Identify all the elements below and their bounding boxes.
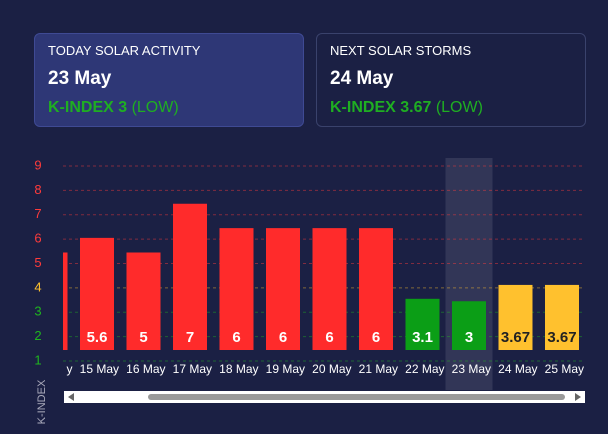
bar: [359, 228, 393, 350]
scroll-left[interactable]: [68, 393, 74, 401]
x-tick-label: 24 May: [498, 362, 537, 376]
x-tick-label: y: [67, 362, 73, 376]
bar: [312, 228, 347, 350]
y-tick-label: 3: [34, 304, 41, 319]
x-tick-label: 25 May: [545, 362, 584, 376]
bar: [173, 203, 207, 350]
value-label: 6: [232, 329, 240, 346]
value-label: 5.6: [87, 329, 108, 346]
bar: [80, 237, 114, 350]
x-tick-label: 20 May: [312, 362, 351, 376]
value-label: 6: [325, 329, 333, 346]
card-date: 23 May: [48, 68, 112, 89]
x-tick-label: 18 May: [219, 362, 258, 376]
card-index: K-INDEX 3 (LOW): [48, 99, 290, 117]
y-tick-label: 5: [34, 255, 41, 270]
value-label: 3.67: [501, 329, 530, 346]
k-index: K-INDEX 3.67: [330, 99, 432, 116]
x-tick-label: 21 May: [359, 362, 398, 376]
value-label: 3: [465, 329, 473, 346]
y-tick-label: 7: [34, 206, 41, 221]
plot-area: 5 y 5.6 15 May 5 16 May 7 17 May 6 18 May 6 19 May 6…: [46, 203, 584, 376]
k-level: (LOW): [131, 99, 179, 116]
bar: [498, 284, 533, 350]
x-tick-label: 19 May: [266, 362, 305, 376]
scroll-right[interactable]: [575, 393, 581, 401]
value-label: 6: [279, 329, 287, 346]
bar: [452, 301, 486, 350]
x-tick-label: 23 May: [452, 362, 491, 376]
bar: [63, 252, 68, 350]
bar: [405, 298, 440, 350]
value-label: 7: [186, 329, 194, 346]
bar: [545, 284, 579, 350]
card-index: K-INDEX 3.67 (LOW): [330, 99, 572, 117]
y-tick-label: 4: [34, 279, 41, 294]
highlight-band: [445, 158, 493, 390]
y-tick-label: 9: [34, 157, 41, 172]
value-label: 6: [372, 329, 380, 346]
scrollbar[interactable]: [64, 391, 585, 403]
y-tick-label: 1: [34, 352, 41, 367]
today-card: TODAY SOLAR ACTIVITY 23 May K-INDEX 3 (L…: [34, 33, 304, 127]
y-tick-label: 2: [34, 328, 41, 343]
x-tick-label: 15 May: [80, 362, 119, 376]
x-tick-label: 17 May: [173, 362, 212, 376]
card-title: NEXT SOLAR STORMS: [330, 43, 472, 58]
value-label: 5: [46, 329, 54, 346]
x-tick-label: 22 May: [405, 362, 444, 376]
bar: [219, 228, 254, 350]
bar: [266, 228, 300, 350]
value-label: 3.67: [547, 329, 576, 346]
x-tick-label: 16 May: [126, 362, 165, 376]
value-label: 5: [139, 329, 147, 346]
k-level: (LOW): [435, 99, 483, 116]
y-tick-label: 6: [34, 231, 41, 246]
card-date: 24 May: [330, 68, 394, 89]
bar: [126, 252, 161, 350]
k-index: K-INDEX 3: [48, 99, 128, 116]
y-axis-title: K-INDEX: [36, 379, 48, 424]
card-title: TODAY SOLAR ACTIVITY: [48, 43, 201, 58]
value-label: 3.1: [412, 329, 433, 346]
next-card: NEXT SOLAR STORMS 24 May K-INDEX 3.67 (L…: [316, 33, 586, 127]
y-tick-label: 8: [34, 182, 41, 197]
scroll-thumb[interactable]: [148, 394, 565, 400]
